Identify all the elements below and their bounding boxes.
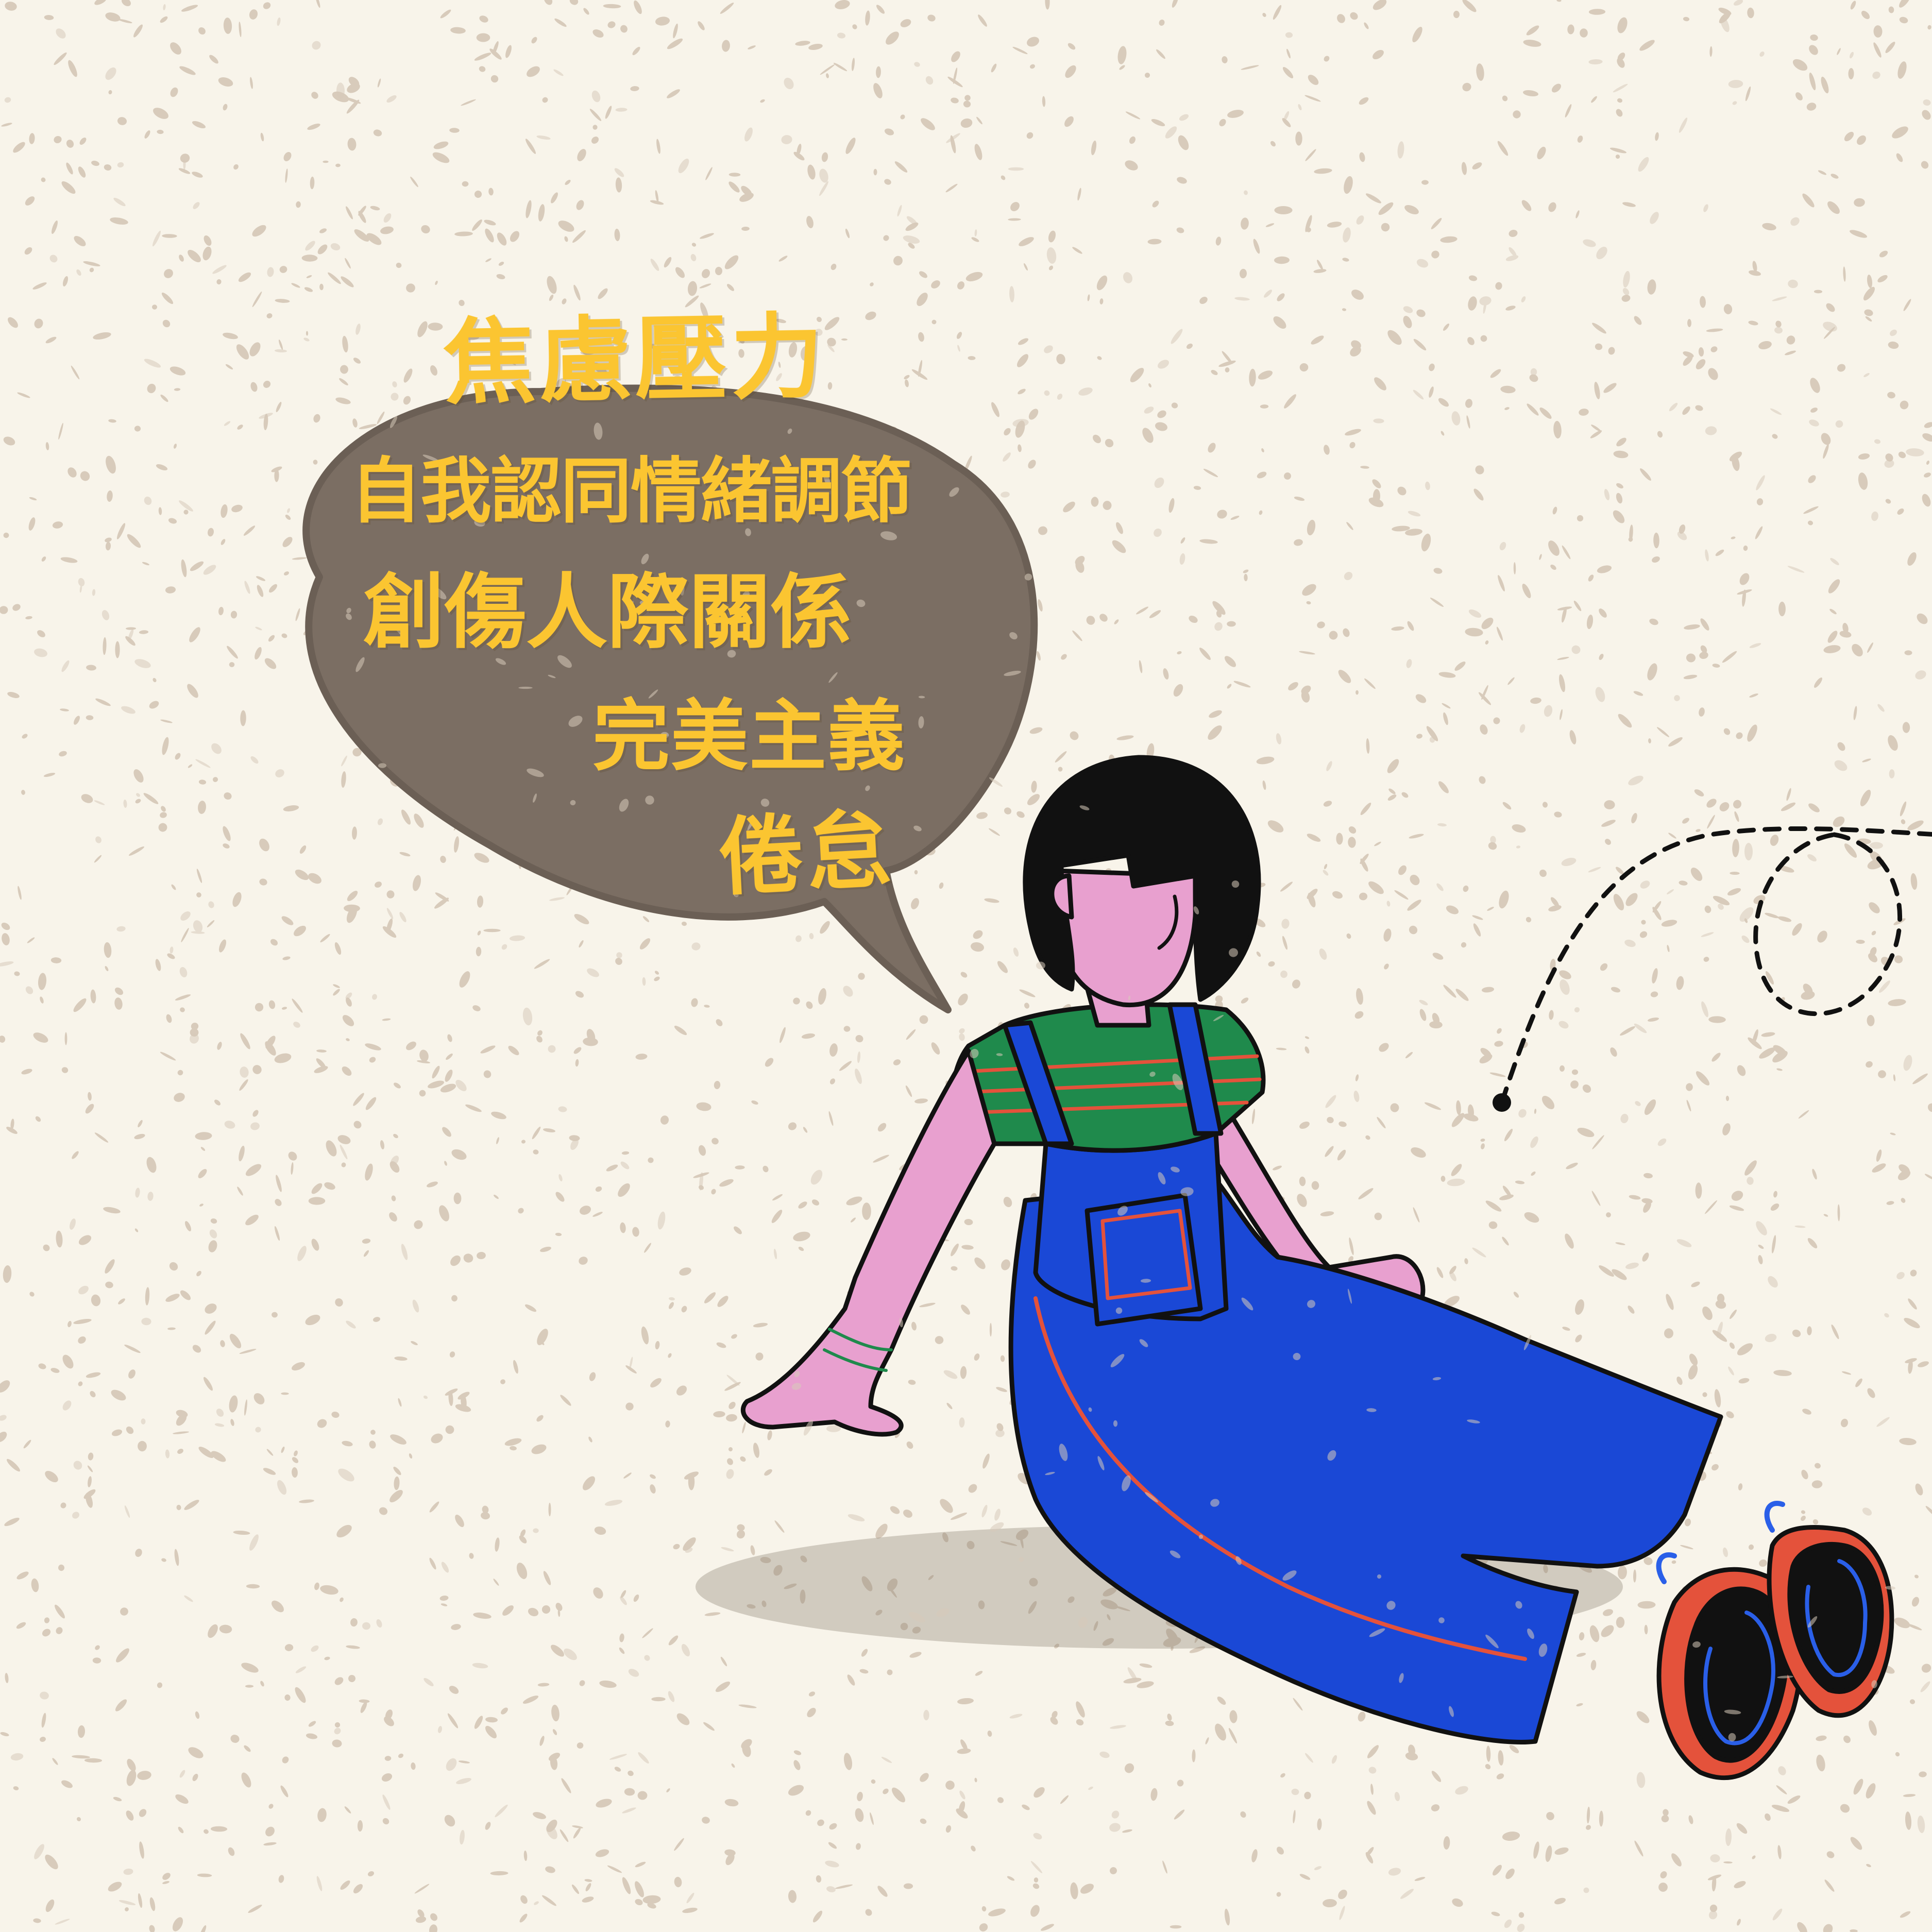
topic-anxiety-stress: 焦慮壓力 (442, 303, 827, 418)
dashed-flight-path (1493, 826, 1932, 1112)
shoe-laces (1656, 1501, 1785, 1584)
topic-perfectionism: 完美主義 (592, 692, 906, 782)
nose-line (1157, 894, 1179, 950)
right-sole-line (1805, 1559, 1868, 1677)
topic-trauma-relationships: 創傷人際關係 (363, 565, 852, 660)
ear (1049, 873, 1074, 920)
overalls-strap-left (1002, 1020, 1074, 1146)
sitting-figure (740, 755, 1894, 1781)
left-arm (740, 1048, 997, 1437)
pocket-inner (1100, 1209, 1192, 1300)
topic-burnout: 倦怠 (716, 800, 895, 908)
topic-self-identity-emotion-regulation: 自我認同情緒調節 (350, 450, 912, 533)
speech-bubble (302, 384, 1038, 1013)
overalls-strap-right (1167, 1002, 1224, 1136)
wrist-bands (823, 1328, 893, 1372)
left-sole-line (1703, 1611, 1775, 1745)
hair (1023, 755, 1261, 1002)
leg-seam (1033, 1296, 1527, 1661)
